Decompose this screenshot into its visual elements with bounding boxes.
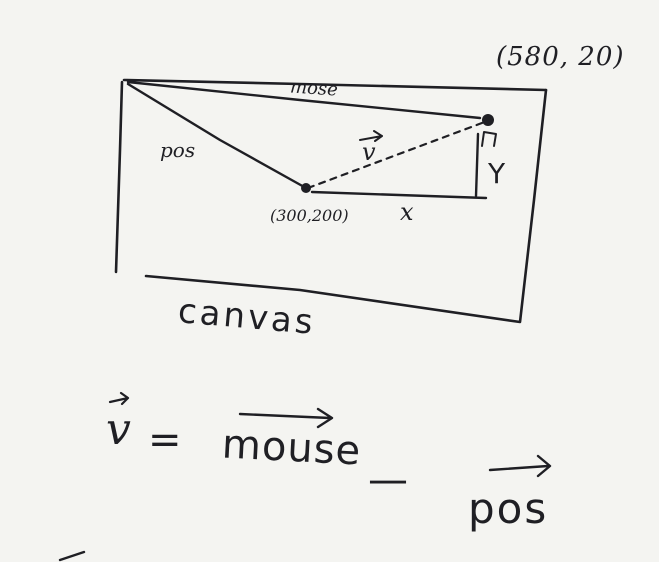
origin-point-label: (300,200) — [270, 206, 349, 225]
y-leg-arrow — [481, 131, 497, 147]
pos-vector-line — [126, 82, 308, 190]
origin-point — [301, 183, 311, 193]
x-leg — [310, 190, 488, 200]
mouse-vector-line — [126, 80, 482, 120]
point-top-right-label: (580, 20) — [496, 42, 625, 72]
v-label: v — [362, 138, 376, 166]
equation-minus: — — [368, 457, 408, 503]
canvas-rectangle — [114, 80, 548, 324]
mouse-arrow — [238, 407, 334, 429]
y-leg — [474, 132, 480, 198]
pos-side-label: pos — [160, 138, 196, 162]
v-vector-dashed — [306, 118, 492, 190]
mouse-top-label: mose — [289, 76, 339, 101]
pos-arrow — [488, 454, 552, 478]
v-arrow-equation — [108, 391, 130, 406]
mouse-point — [482, 114, 494, 126]
equation-pos-term: pos — [468, 484, 549, 533]
equation-equals: = — [148, 417, 182, 463]
top-edge-line — [122, 78, 548, 92]
equation-lhs: v — [106, 404, 131, 455]
stray-stroke — [58, 550, 86, 562]
equation-mouse-term: mouse — [220, 421, 363, 475]
v-arrow-diagram — [359, 130, 383, 142]
y-label: Y — [488, 157, 506, 190]
x-label: x — [400, 198, 414, 226]
